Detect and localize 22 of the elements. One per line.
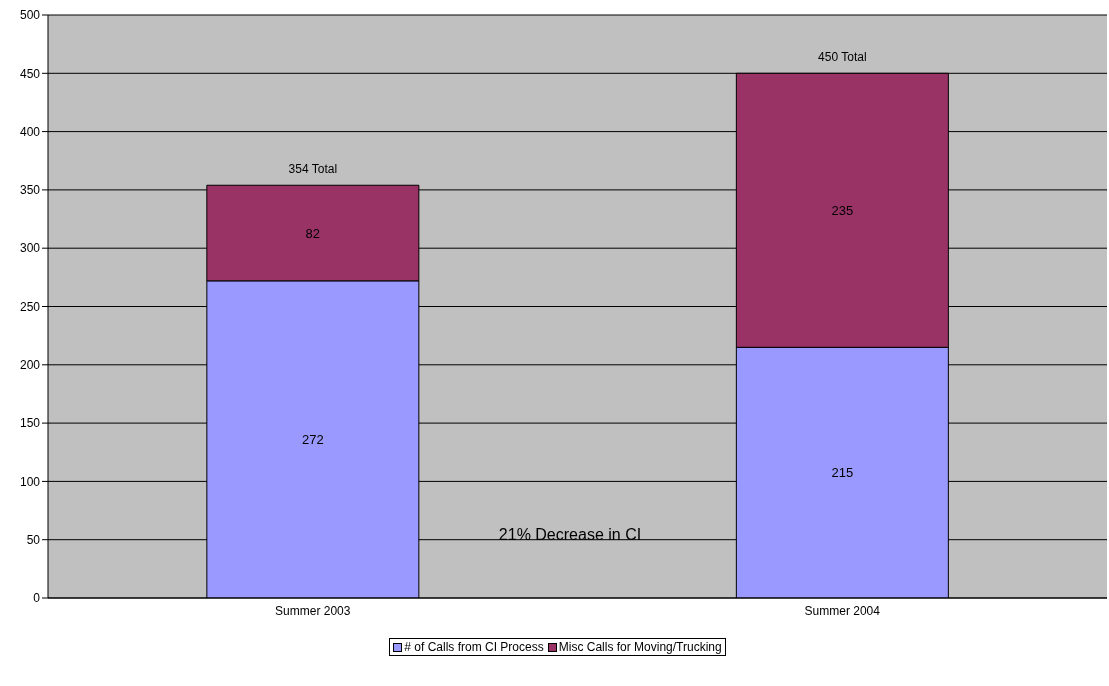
data-label: 235 (831, 202, 854, 218)
y-tick-label: 400 (19, 124, 41, 139)
y-tick-label: 200 (19, 358, 41, 373)
y-tick-label: 150 (19, 416, 41, 431)
legend-label: # of Calls from CI Process (403, 640, 544, 654)
y-tick-label: 500 (19, 8, 41, 23)
data-label: 82 (305, 225, 321, 241)
y-tick-label: 50 (26, 532, 41, 547)
total-label: 450 Total (818, 50, 867, 65)
x-tick-label: Summer 2004 (804, 603, 881, 618)
y-tick-label: 450 (19, 66, 41, 81)
y-tick-label: 300 (19, 241, 41, 256)
y-tick-label: 350 (19, 183, 41, 198)
annotation: 21% Decrease in CI (497, 526, 643, 544)
legend-label: Misc Calls for Moving/Trucking (557, 640, 722, 654)
data-label: 272 (302, 432, 324, 448)
y-tick-label: 0 (33, 591, 41, 606)
y-tick-label: 100 (19, 474, 41, 489)
x-tick-label: Summer 2003 (275, 603, 351, 618)
data-label: 215 (831, 465, 854, 481)
y-tick-label: 250 (19, 299, 41, 314)
total-label: 354 Total (288, 162, 338, 177)
